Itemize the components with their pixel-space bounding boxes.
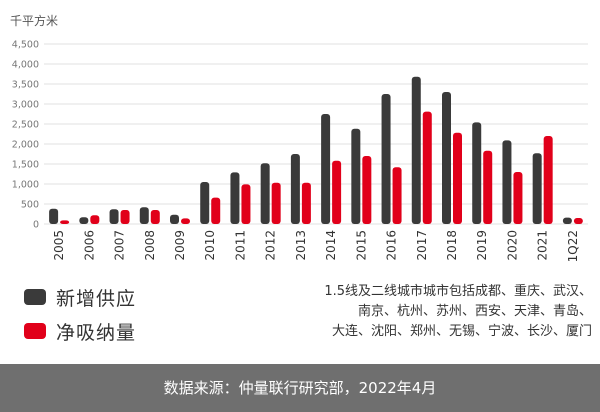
bar-supply <box>200 182 210 224</box>
city-note: 1.5线及二线城市城市包括成都、重庆、武汉、 南京、杭州、苏州、西安、天津、青岛… <box>286 282 592 342</box>
y-tick-label: 2,500 <box>12 120 39 131</box>
y-tick-label: 500 <box>21 200 39 211</box>
y-axis-unit-label: 千平方米 <box>10 14 59 28</box>
y-tick-label: 4,000 <box>12 60 39 71</box>
legend-swatch-absorption <box>24 323 46 339</box>
bar-supply <box>139 207 149 224</box>
x-tick-label: 2020 <box>505 230 519 261</box>
x-tick-label: 2009 <box>173 230 187 261</box>
bar-absorption <box>332 160 342 224</box>
x-tick-label: 2006 <box>82 230 96 261</box>
bar-absorption <box>573 218 583 224</box>
city-note-line: 南京、杭州、苏州、西安、天津、青岛、 <box>357 304 592 319</box>
source-text: 数据来源：仲量联行研究部，2022年4月 <box>163 379 437 397</box>
bar-supply <box>321 114 331 224</box>
bar-absorption <box>211 197 221 224</box>
y-tick-label: 1,500 <box>12 160 39 171</box>
x-tick-label: 2012 <box>264 230 278 261</box>
bar-supply <box>562 217 572 224</box>
bar-supply <box>109 209 119 224</box>
x-tick-label: 2018 <box>445 230 459 261</box>
bar-absorption <box>543 136 553 224</box>
x-tick-label: 2015 <box>354 230 368 261</box>
x-tick-label: 2016 <box>385 230 399 261</box>
x-tick-label: 2007 <box>113 230 127 261</box>
city-note-line: 大连、沈阳、郑州、无锡、宁波、长沙、厦门 <box>331 324 592 339</box>
bar-absorption <box>120 210 130 224</box>
x-tick-label: 2017 <box>415 230 429 261</box>
bar-absorption <box>513 172 523 224</box>
bar-absorption <box>241 184 251 224</box>
bar-absorption <box>181 218 190 224</box>
legend-label-supply: 新增供应 <box>56 287 137 310</box>
bar-supply <box>230 172 240 224</box>
bar-supply <box>532 153 542 224</box>
bar-supply <box>260 163 270 224</box>
bar-supply <box>411 76 421 224</box>
source-footer: 数据来源：仲量联行研究部，2022年4月 <box>0 364 600 412</box>
x-tick-label: 2019 <box>475 230 489 261</box>
legend-item-absorption: 净吸纳量 <box>24 314 136 348</box>
legend: 新增供应 净吸纳量 <box>24 280 136 348</box>
x-tick-label: 2013 <box>294 230 308 261</box>
bar-supply <box>472 122 482 224</box>
x-tick-label: 2010 <box>203 230 217 261</box>
bar-supply <box>290 154 300 224</box>
bar-supply <box>49 208 59 224</box>
bar-supply <box>79 217 89 224</box>
bar-supply <box>351 128 361 224</box>
y-tick-label: 3,000 <box>12 100 39 111</box>
x-tick-label: 2005 <box>52 230 66 261</box>
bar-absorption <box>150 210 160 224</box>
bar-absorption <box>90 215 100 224</box>
bar-supply <box>502 140 512 224</box>
bar-absorption <box>453 132 462 224</box>
x-tick-label: 2008 <box>143 230 157 261</box>
bar-absorption <box>271 182 281 224</box>
x-tick-label: 1Q22 <box>566 230 580 262</box>
bar-absorption <box>362 156 372 224</box>
x-tick-label: 2021 <box>536 230 550 261</box>
y-tick-label: 4,500 <box>12 40 39 51</box>
city-note-line: 1.5线及二线城市城市包括成都、重庆、武汉、 <box>324 284 592 299</box>
legend-swatch-supply <box>24 289 46 305</box>
y-tick-label: 2,000 <box>12 140 39 151</box>
bar-absorption <box>301 182 311 224</box>
bar-supply <box>381 94 391 224</box>
y-tick-label: 3,500 <box>12 80 39 91</box>
bar-absorption <box>483 150 493 224</box>
bar-absorption <box>392 167 402 224</box>
x-tick-label: 2014 <box>324 230 338 261</box>
bar-absorption <box>60 220 70 224</box>
legend-item-supply: 新增供应 <box>24 280 136 314</box>
bar-supply <box>442 92 451 224</box>
bar-absorption <box>422 111 432 224</box>
y-tick-label: 0 <box>33 220 39 231</box>
bar-supply <box>170 214 179 224</box>
legend-label-absorption: 净吸纳量 <box>56 321 137 344</box>
x-tick-label: 2011 <box>233 230 247 261</box>
y-tick-label: 1,000 <box>12 180 39 191</box>
